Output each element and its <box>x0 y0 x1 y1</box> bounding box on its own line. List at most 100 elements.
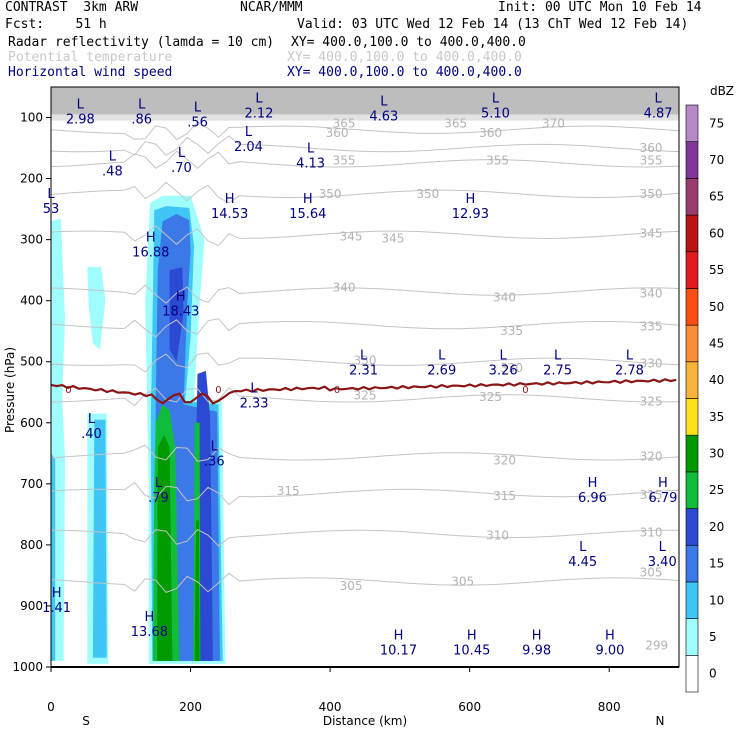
wind-extremum-value: 6.79 <box>648 491 677 506</box>
wind-extremum-type: L <box>492 91 500 106</box>
theta-contour-1 <box>51 135 679 156</box>
theta-contour-label: 305 <box>640 565 663 579</box>
wind-extremum-value: 4.63 <box>369 109 398 124</box>
colorbar-level-label: 45 <box>709 336 724 350</box>
theta-contour-label: 305 <box>451 575 474 589</box>
wind-extremum-type: H <box>605 629 615 644</box>
theta-contour-label: 325 <box>354 388 377 402</box>
theta-contour-label: 320 <box>493 454 516 468</box>
wind-extremum-value: 10.45 <box>453 644 490 659</box>
wind-extremum-type: L <box>178 146 186 161</box>
theta-contour-label: 335 <box>640 319 663 333</box>
theta-contour-label: 299 <box>645 639 668 653</box>
wind-extremum-value: .70 <box>171 161 192 176</box>
y-tick-label: 400 <box>20 294 43 308</box>
wind-extremum-value: .40 <box>81 427 102 442</box>
colorbar-level-label: 50 <box>709 300 724 314</box>
theta-contour-label: 320 <box>640 449 663 463</box>
colorbar-level-label: 30 <box>709 447 724 461</box>
theta-contour-label: 355 <box>640 153 663 167</box>
theta-contour-label: 310 <box>486 529 509 543</box>
wind-extremum-type: L <box>109 149 117 164</box>
colorbar-swatch <box>685 544 699 583</box>
x-tick-label: 600 <box>458 700 481 714</box>
colorbar-swatch <box>685 655 699 693</box>
field-wind-name: Horizontal wind speed <box>8 65 173 80</box>
wind-extremum-type: L <box>654 91 662 106</box>
wind-extremum-value: 13.68 <box>131 625 168 640</box>
wind-extremum-type: L <box>307 141 315 156</box>
field-theta-name: Potential temperature <box>8 50 173 65</box>
theta-contour-label: 305 <box>340 579 363 593</box>
wind-extremum-type: H <box>146 230 156 245</box>
colorbar-level-label: 5 <box>709 630 717 644</box>
wind-extremum-type: H <box>303 192 313 207</box>
colorbar-swatch <box>685 141 699 179</box>
wind-extremum-value: .36 <box>204 454 225 469</box>
theta-contour-label: 315 <box>493 489 516 503</box>
wind-extremum-value: 2.04 <box>234 140 263 155</box>
theta-contour-label: 325 <box>479 390 502 404</box>
wind-extremum-value: 2.31 <box>349 363 378 378</box>
reflectivity-cell-13 <box>194 520 200 661</box>
colorbar-level-label: 75 <box>709 116 724 130</box>
theta-contour-label: 335 <box>500 324 523 338</box>
wind-extremum-type: L <box>626 348 634 363</box>
theta-contour-2 <box>51 150 679 169</box>
colorbar-swatch <box>685 618 699 656</box>
colorbar-level-label: 20 <box>709 520 724 534</box>
wind-extremum-type: L <box>138 97 146 112</box>
y-tick-label: 1000 <box>12 660 43 674</box>
wind-extremum-type: L <box>245 125 253 140</box>
x-axis-title: Distance (km) <box>323 714 407 728</box>
theta-contour-11 <box>51 528 679 547</box>
colorbar-level-label: 35 <box>709 410 724 424</box>
theta-contour-label: 330 <box>640 357 663 371</box>
wind-extremum-value: 16.88 <box>132 245 169 260</box>
wind-extremum-type: L <box>579 540 587 555</box>
wind-extremum-type: L <box>500 348 508 363</box>
colorbar-level-label: 15 <box>709 557 724 571</box>
x-end-label-south: S <box>82 714 90 728</box>
wind-extremum-value: 2.12 <box>244 106 273 121</box>
y-tick-label: 900 <box>20 599 43 613</box>
colorbar-swatch <box>685 324 699 363</box>
colorbar-unit: dBZ <box>710 84 734 98</box>
colorbar-level-label: 40 <box>709 373 724 387</box>
theta-contour-label: 355 <box>333 153 356 167</box>
colorbar: 0 5 10 15 20 25 30 35 40 45 50 55 60 65 70 75 <box>685 104 724 693</box>
colorbar-swatch <box>685 361 699 399</box>
wind-extremum-value: 12.93 <box>452 207 489 222</box>
theta-contour-label: 330 <box>500 361 523 375</box>
colorbar-level-label: 0 <box>709 667 717 681</box>
wind-extremum-type: L <box>194 100 202 115</box>
wind-extremum-value: 2.78 <box>615 363 644 378</box>
x-tick-label: 400 <box>319 700 342 714</box>
theta-contour-7 <box>51 352 679 373</box>
theta-contour-label: 370 <box>542 117 565 131</box>
wind-extremum-type: H <box>144 610 154 625</box>
theta-contour-12 <box>51 572 679 593</box>
wind-extremum-value: .48 <box>102 164 123 179</box>
wind-extremum-value: 18.43 <box>162 305 199 320</box>
reflectivity-cell-2 <box>87 267 106 350</box>
colorbar-level-label: 70 <box>709 153 724 167</box>
wind-extremum-value: .79 <box>148 491 169 506</box>
theta-contour-label: 365 <box>333 117 356 131</box>
theta-contour-label: 330 <box>354 354 377 368</box>
wind-extremum-type: L <box>554 348 562 363</box>
theta-contour-label: 345 <box>340 230 363 244</box>
colorbar-swatch <box>685 288 699 326</box>
colorbar-swatch <box>685 398 699 436</box>
freezing-level-line <box>51 378 677 405</box>
forecast-hour: Fcst: 51 h <box>5 17 107 32</box>
field-wind-xy: XY= 400.0,100.0 to 400.0,400.0 <box>287 65 522 80</box>
wind-extremum-value: 3.26 <box>489 363 518 378</box>
y-tick-label: 600 <box>20 416 43 430</box>
wind-extremum-type: L <box>360 348 368 363</box>
theta-contour-label: 355 <box>486 153 509 167</box>
theta-contour-label: 350 <box>640 187 663 201</box>
colorbar-level-label: 60 <box>709 226 724 240</box>
